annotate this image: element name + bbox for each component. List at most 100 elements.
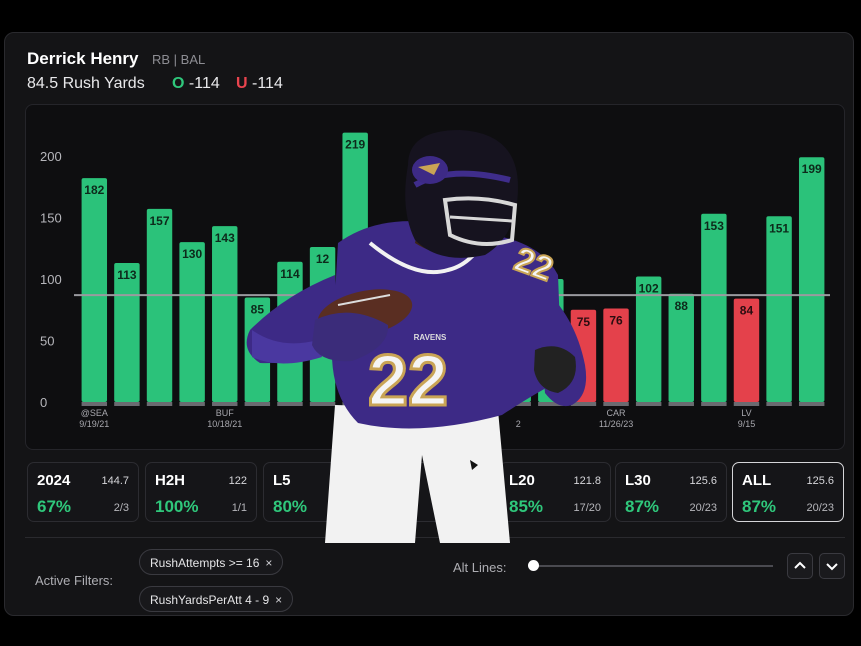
stat-card-all[interactable]: ALL 125.6 87% 20/23: [732, 462, 844, 522]
bar-value-label: 75: [577, 315, 591, 329]
bar-base: [277, 402, 303, 406]
bar-base: [733, 402, 760, 406]
bar[interactable]: [635, 276, 662, 402]
close-icon[interactable]: ×: [275, 593, 283, 607]
bar-base: [701, 402, 727, 406]
bar-value-label: 157: [150, 214, 170, 228]
bar-base: [244, 402, 271, 406]
jersey-number: 22: [368, 341, 448, 421]
prop-line: 84.5 Rush Yards: [27, 75, 145, 92]
x-axis-team-label: CAR: [607, 408, 627, 418]
bar-base: [766, 402, 792, 406]
bar[interactable]: [733, 298, 760, 402]
alt-lines-slider-handle[interactable]: [528, 560, 539, 571]
stat-card-l30[interactable]: L30 125.6 87% 20/23: [615, 462, 727, 522]
under-icon: U: [236, 75, 248, 92]
under-odds-value: -114: [252, 75, 283, 92]
bar-base: [146, 402, 173, 406]
bar[interactable]: [212, 226, 238, 402]
over-icon: O: [172, 75, 185, 92]
bar-base: [212, 402, 238, 406]
bar-value-label: 130: [182, 247, 202, 261]
bar-base: [798, 402, 825, 406]
bar-value-label: 88: [675, 299, 689, 313]
bar-value-label: 102: [639, 282, 659, 296]
bar-value-label: 219: [345, 138, 365, 152]
bar-value-label: 84: [740, 304, 754, 318]
stat-card-average: 125.6: [806, 475, 834, 487]
bar[interactable]: [603, 308, 629, 402]
jersey-team-word: RAVENS: [414, 333, 447, 342]
over-odds[interactable]: O -114: [172, 75, 220, 93]
stat-card-h2h[interactable]: H2H 122 100% 1/1: [145, 462, 257, 522]
filter-chip-rush-attempts[interactable]: RushAttempts >= 16 ×: [139, 549, 284, 575]
filter-chip-text: RushYardsPerAtt 4 - 9: [150, 593, 270, 607]
stat-card-ratio: 2/3: [113, 502, 129, 514]
x-axis-date-label: 9/15: [738, 419, 756, 429]
stat-card-ratio: 20/23: [806, 502, 834, 514]
bar-value-label: 153: [704, 219, 724, 233]
bar-base: [668, 402, 694, 406]
player-photo: 22 RAVENS 22: [246, 130, 587, 543]
line-up-button[interactable]: [787, 553, 813, 579]
bar-value-label: 113: [117, 268, 137, 282]
stat-card-title: H2H: [155, 472, 186, 489]
bar-base: [538, 402, 564, 406]
stat-card-hit-rate: 85%: [509, 497, 544, 516]
active-filters-label: Active Filters:: [35, 573, 114, 588]
bar-base: [81, 402, 108, 406]
bar[interactable]: [701, 213, 727, 402]
divider: [25, 537, 845, 538]
stat-card-average: 125.6: [689, 475, 717, 487]
bar-value-label: 182: [84, 183, 104, 197]
stat-card-average: 122: [228, 475, 247, 487]
bar[interactable]: [668, 293, 694, 402]
under-odds[interactable]: U -114: [236, 75, 283, 93]
stat-card-hit-rate: 100%: [155, 497, 199, 516]
filter-chip-rush-yards-per-att[interactable]: RushYardsPerAtt 4 - 9 ×: [139, 586, 294, 612]
bar[interactable]: [798, 157, 825, 402]
stat-card-title: L20: [509, 472, 535, 489]
x-axis-team-label: @SEA: [81, 408, 108, 418]
bar-value-label: 151: [769, 221, 789, 235]
bar-base: [114, 402, 140, 406]
stat-card-2024[interactable]: 2024 144.7 67% 2/3: [27, 462, 139, 522]
x-axis-date-label: 10/18/21: [207, 419, 242, 429]
stat-card-title: L5: [273, 472, 291, 489]
filter-chip-text: RushAttempts >= 16: [150, 556, 260, 570]
bar-value-label: 76: [609, 314, 623, 328]
y-tick-label: 0: [40, 395, 47, 410]
stat-card-hit-rate: 67%: [37, 497, 72, 516]
x-axis-team-label: BUF: [216, 408, 235, 418]
stat-card-ratio: 1/1: [231, 502, 247, 514]
over-odds-value: -114: [188, 75, 220, 92]
bar-value-label: 85: [251, 302, 265, 316]
x-axis-team-label: LV: [741, 408, 751, 418]
bar-value-label: 143: [215, 231, 235, 245]
y-tick-label: 150: [40, 211, 62, 226]
stat-card-hit-rate: 87%: [625, 497, 660, 516]
stat-card-hit-rate: 80%: [273, 497, 308, 516]
bar-base: [603, 402, 629, 406]
y-tick-label: 50: [40, 334, 54, 349]
close-icon[interactable]: ×: [265, 556, 273, 570]
bar[interactable]: [146, 208, 173, 402]
alt-lines-slider-track[interactable]: [533, 565, 773, 567]
bar[interactable]: [114, 263, 140, 402]
stat-card-ratio: 20/23: [689, 502, 717, 514]
bar-base: [570, 402, 597, 406]
stat-card-title: ALL: [742, 472, 772, 489]
line-down-button[interactable]: [819, 553, 845, 579]
stat-card-title: 2024: [37, 472, 71, 489]
bar-value-label: 114: [280, 267, 300, 281]
bar[interactable]: [179, 242, 205, 402]
chevron-down-icon: [826, 563, 838, 571]
alt-lines-label: Alt Lines:: [453, 560, 507, 575]
bar-value-label: 12: [316, 252, 330, 266]
bar[interactable]: [81, 178, 108, 402]
bar[interactable]: [766, 216, 792, 402]
y-tick-label: 100: [40, 272, 62, 287]
x-axis-date-label: 11/26/23: [599, 419, 633, 429]
stat-card-l20[interactable]: L20 121.8 85% 17/20: [499, 462, 611, 522]
player-position-team: RB | BAL: [152, 52, 206, 67]
